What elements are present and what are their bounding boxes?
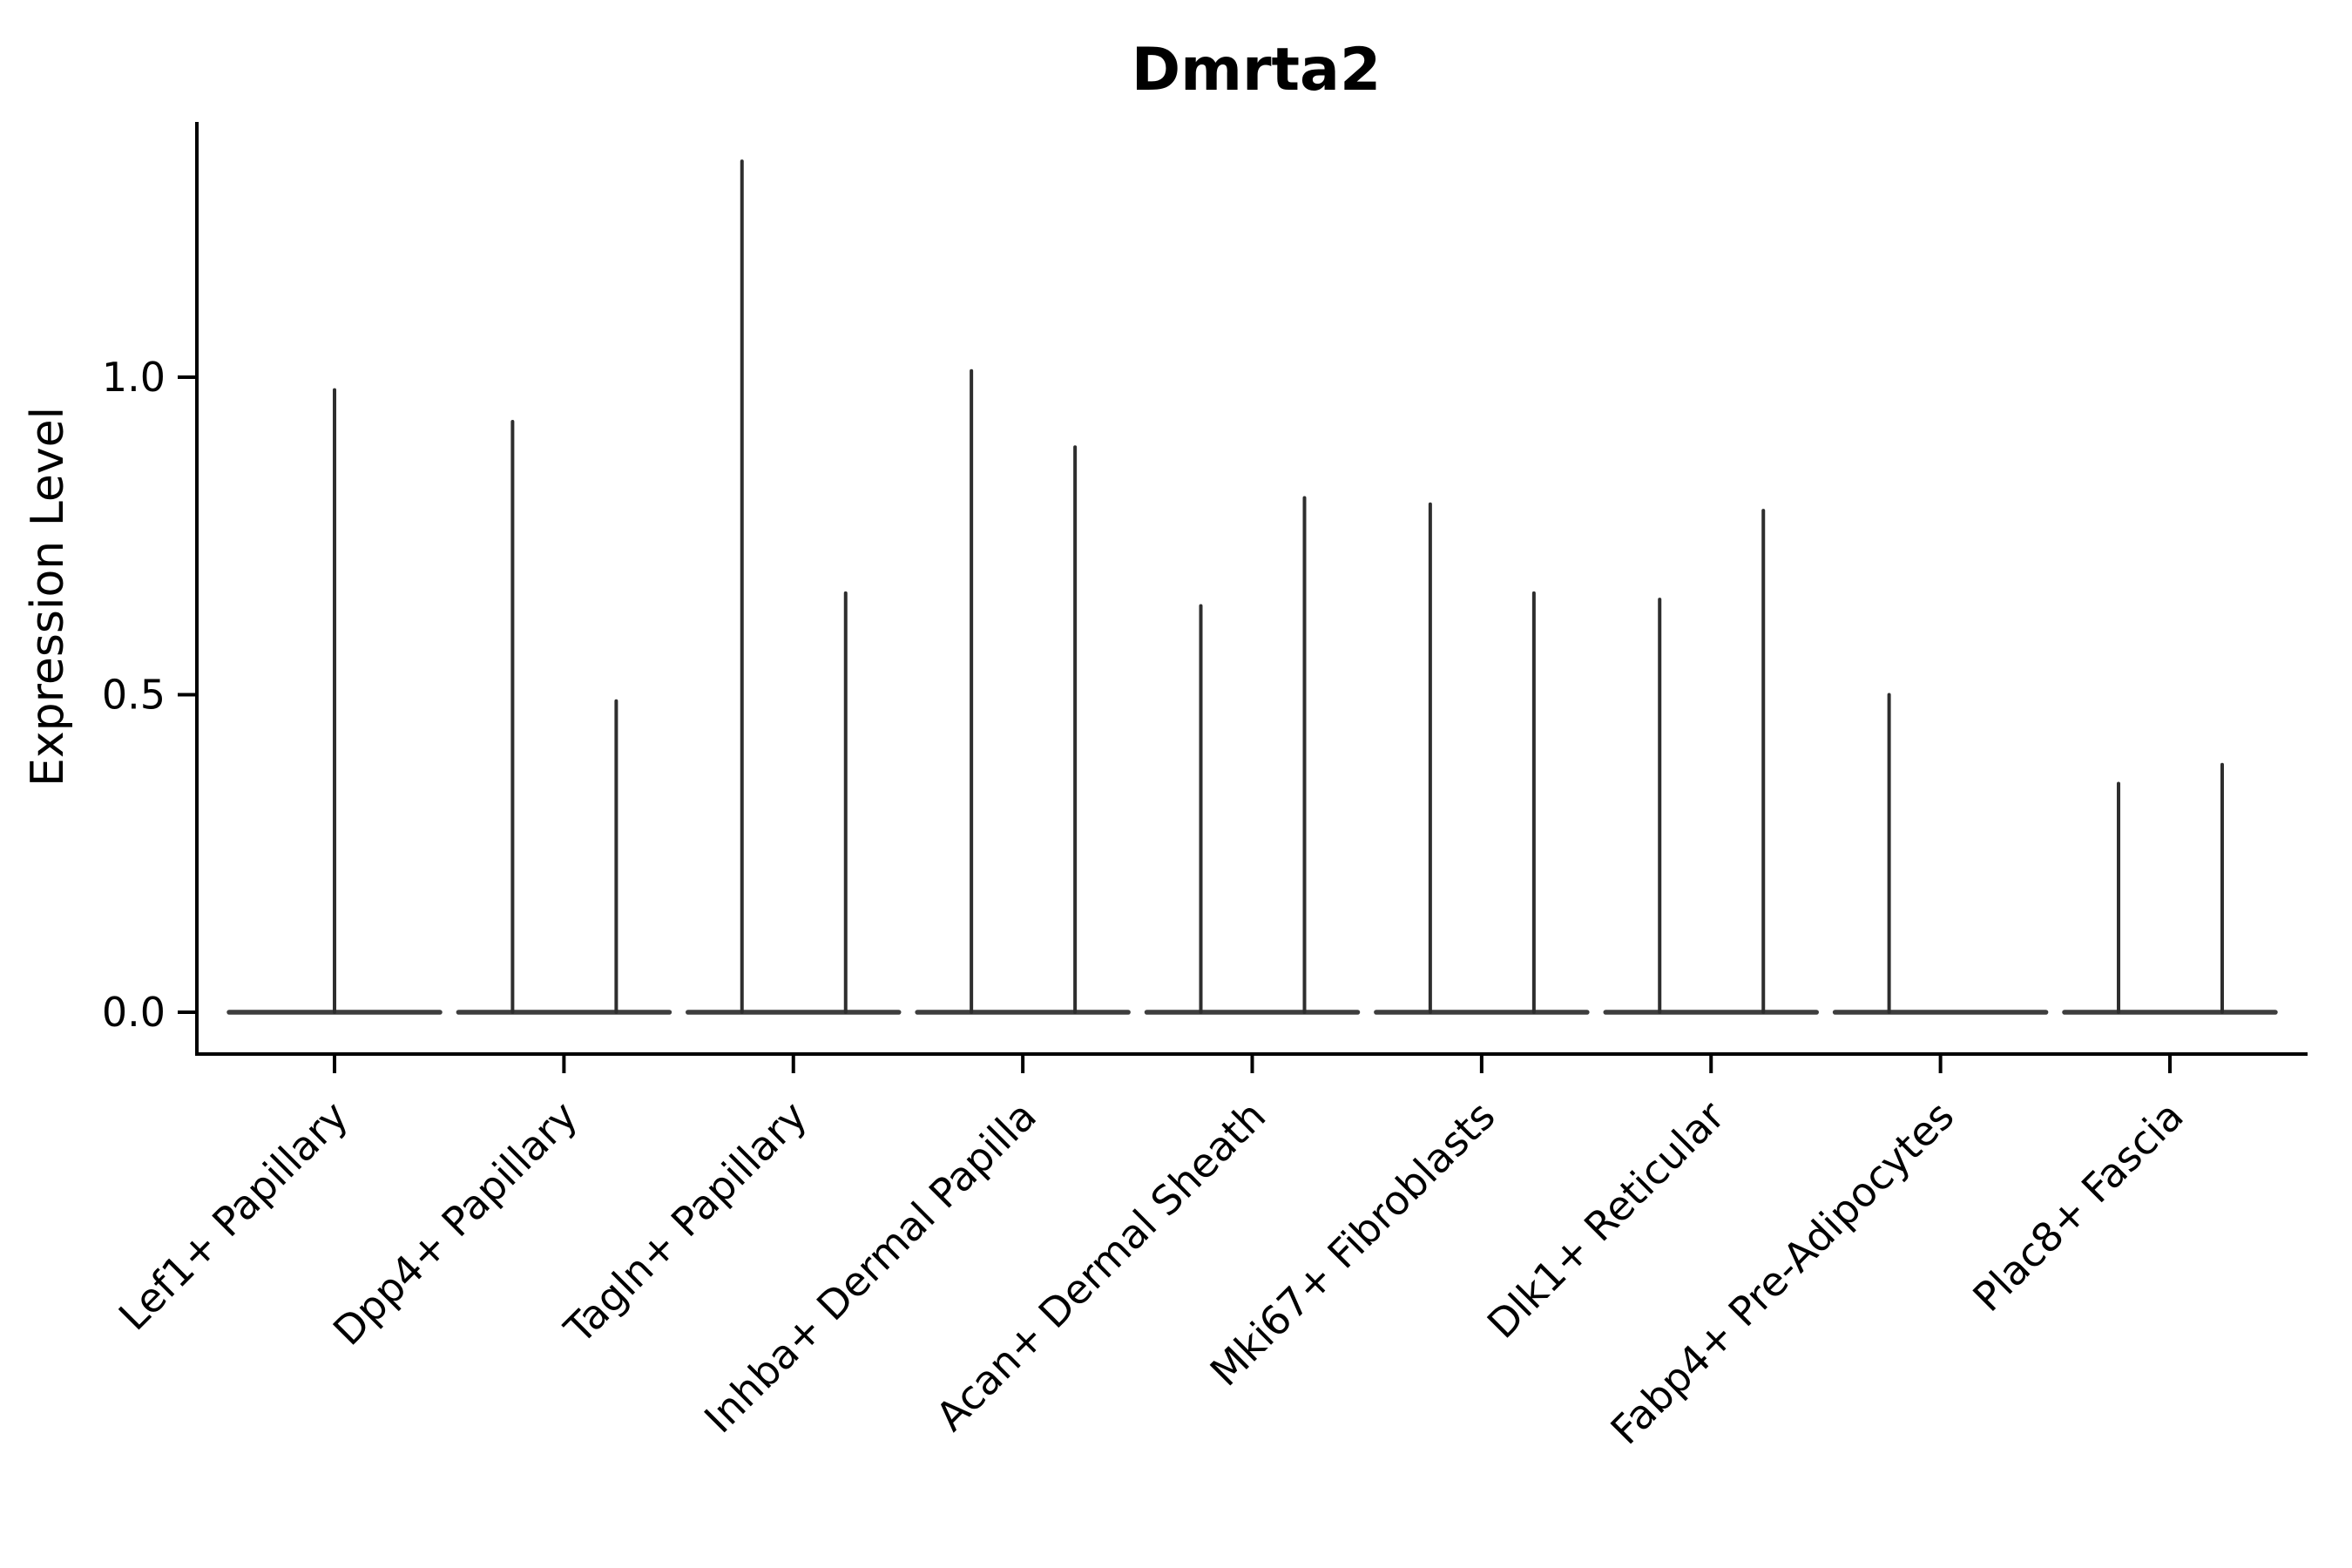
y-tick-label: 1.0 [102,354,166,401]
y-axis-label: Expression Level [22,407,74,787]
x-tick-label: Plac8+ Fascia [1963,1092,2192,1321]
y-tick-label: 0.5 [102,672,166,719]
x-tick-label: Lef1+ Papillary [110,1092,357,1340]
x-tick-label: Dpp4+ Papillary [324,1092,586,1355]
violin-marks [226,159,2278,1015]
x-tick-label: Tagln+ Papillary [555,1092,816,1354]
x-tick-label: Dlk1+ Reticular [1478,1092,1734,1348]
plot-title: Dmrta2 [1132,36,1382,105]
y-tick-label: 0.0 [102,989,166,1036]
